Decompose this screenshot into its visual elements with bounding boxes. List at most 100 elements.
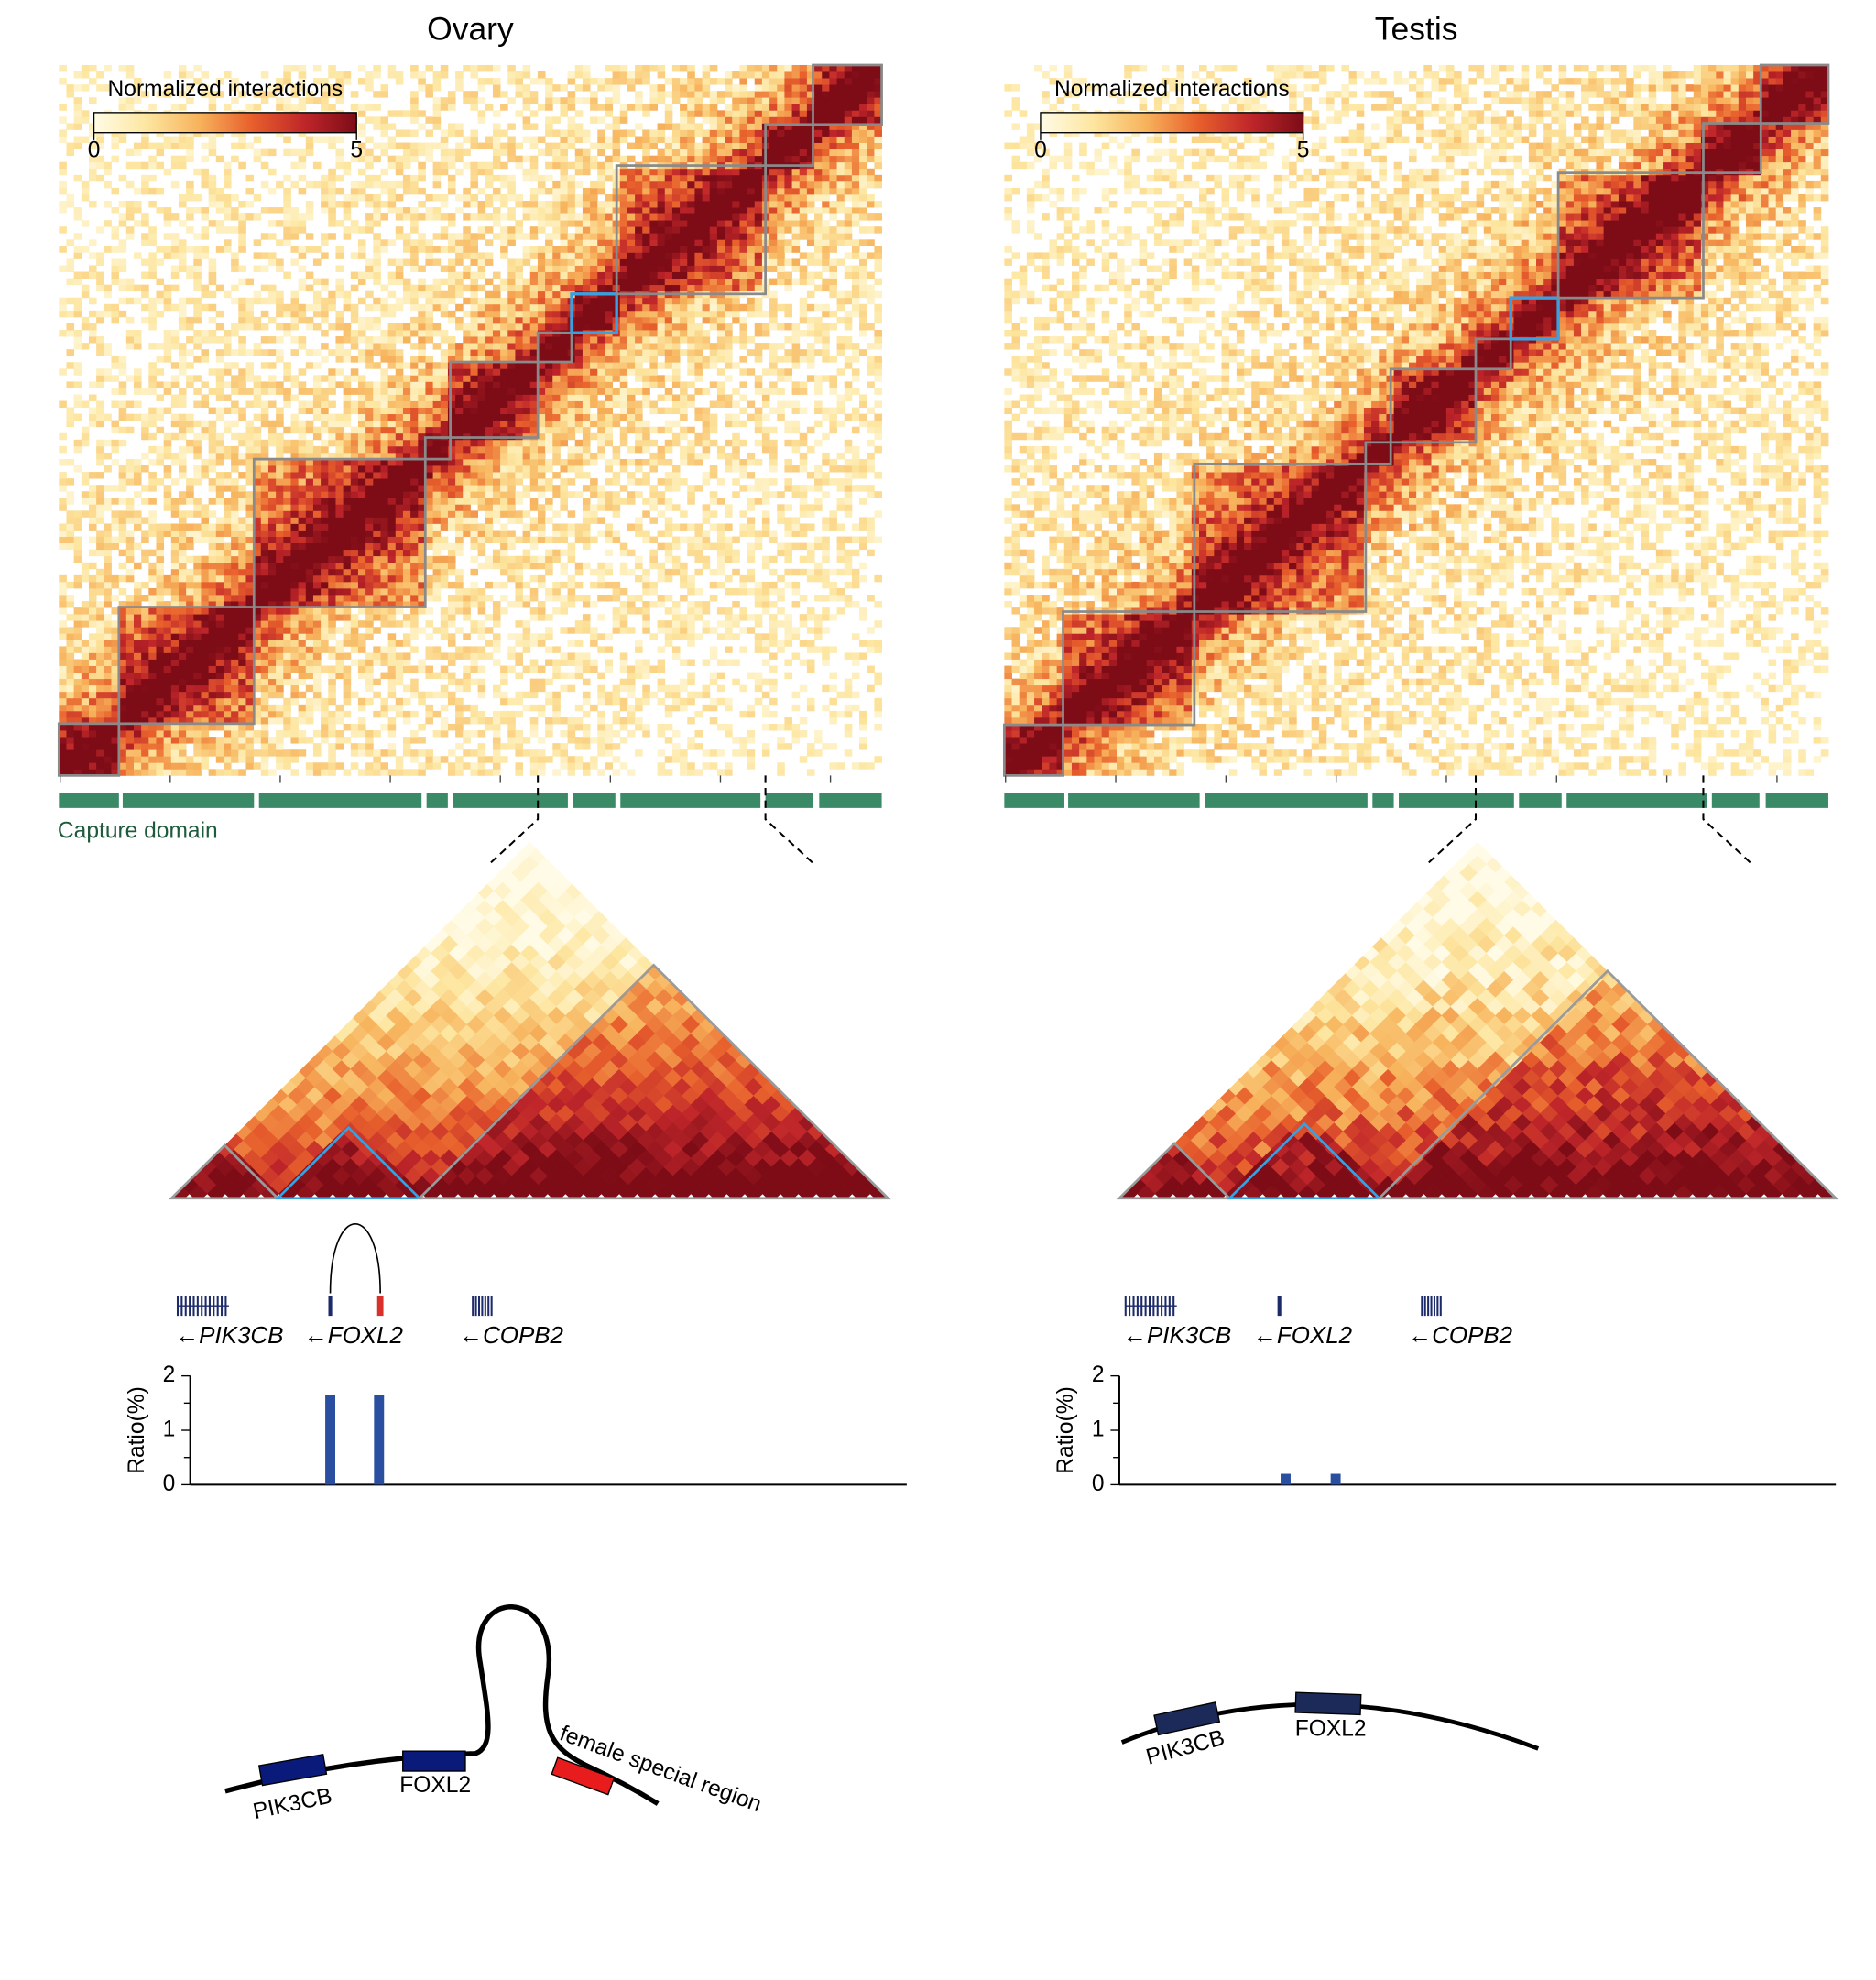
heatmap-cell: [104, 717, 112, 725]
heatmap-cell: [81, 697, 90, 706]
heatmap-cell: [350, 180, 359, 189]
heatmap-cell: [260, 530, 269, 537]
heatmap-cell: [537, 104, 546, 111]
heatmap-cell: [343, 710, 352, 718]
heatmap-cell: [365, 84, 374, 92]
heatmap-cell: [178, 432, 187, 441]
heatmap-cell: [418, 458, 426, 466]
heatmap-cell: [350, 193, 359, 202]
heatmap-cell: [88, 142, 97, 150]
heatmap-cell: [133, 400, 142, 408]
heatmap-cell: [380, 239, 389, 246]
heatmap-cell: [477, 762, 486, 770]
heatmap-cell: [312, 574, 322, 583]
heatmap-cell: [88, 168, 97, 176]
heatmap-cell: [298, 246, 307, 253]
heatmap-cell: [440, 168, 449, 176]
heatmap-cell: [73, 303, 82, 312]
heatmap-cell: [125, 161, 135, 170]
heatmap-cell: [66, 536, 75, 544]
heatmap-cell: [88, 710, 97, 718]
heatmap-cell: [455, 478, 464, 486]
heatmap-cell: [410, 297, 419, 305]
heatmap-cell: [321, 485, 329, 492]
heatmap-cell: [305, 498, 314, 505]
heatmap-cell: [328, 665, 336, 673]
heatmap-cell: [141, 723, 149, 731]
heatmap-cell: [170, 678, 180, 686]
heatmap-cell: [373, 336, 381, 344]
heatmap-cell: [321, 568, 329, 576]
heatmap-cell: [245, 504, 255, 511]
heatmap-cell: [350, 633, 359, 640]
heatmap-cell: [66, 704, 75, 712]
heatmap-cell: [253, 614, 262, 621]
heatmap-cell: [267, 148, 277, 157]
heatmap-cell: [552, 769, 561, 776]
heatmap-cell: [387, 187, 397, 195]
heatmap-cell: [432, 303, 442, 312]
heatmap-cell: [365, 136, 374, 143]
heatmap-cell: [387, 136, 397, 143]
heatmap-cell: [253, 213, 262, 221]
heatmap-cell: [245, 310, 255, 318]
heatmap-cell: [500, 356, 508, 363]
heatmap-cell: [260, 420, 269, 428]
heatmap-cell: [111, 633, 120, 640]
heatmap-cell: [500, 478, 508, 486]
heatmap-cell: [560, 368, 569, 376]
heatmap-cell: [66, 349, 75, 356]
heatmap-cell: [163, 329, 172, 337]
heatmap-cell: [387, 445, 397, 454]
heatmap-cell: [238, 717, 246, 725]
heatmap-cell: [492, 161, 501, 170]
heatmap-cell: [141, 233, 149, 240]
heatmap-cell: [223, 697, 232, 706]
heatmap-cell: [305, 620, 314, 628]
heatmap-cell: [335, 316, 344, 324]
heatmap-cell: [186, 523, 194, 531]
heatmap-cell: [245, 400, 255, 408]
heatmap-cell: [507, 329, 516, 337]
heatmap-cell: [395, 478, 404, 486]
heatmap-cell: [163, 336, 172, 344]
heatmap-cell: [215, 756, 224, 763]
heatmap-cell: [545, 278, 553, 286]
heatmap-cell: [410, 116, 419, 124]
heatmap-cell: [529, 349, 539, 356]
heatmap-cell: [186, 485, 194, 492]
heatmap-cell: [215, 614, 224, 621]
heatmap-cell: [193, 665, 202, 673]
heatmap-cell: [133, 542, 142, 551]
heatmap-cell: [432, 123, 442, 130]
heatmap-cell: [118, 439, 127, 447]
heatmap-cell: [447, 542, 456, 551]
heatmap-cell: [276, 78, 284, 85]
heatmap-cell: [186, 426, 194, 434]
heatmap-cell: [193, 723, 202, 731]
heatmap-cell: [477, 523, 486, 531]
heatmap-cell: [163, 220, 172, 227]
heatmap-cell: [328, 104, 336, 111]
heatmap-cell: [260, 620, 269, 628]
heatmap-cell: [432, 278, 442, 286]
heatmap-cell: [492, 691, 501, 699]
heatmap-cell: [253, 672, 262, 680]
heatmap-cell: [298, 252, 307, 259]
heatmap-cell: [88, 620, 97, 628]
heatmap-cell: [477, 316, 486, 324]
heatmap-cell: [208, 452, 217, 460]
heatmap-cell: [305, 142, 314, 150]
heatmap-cell: [186, 555, 194, 563]
heatmap-cell: [253, 136, 262, 143]
heatmap-cell: [402, 684, 411, 693]
heatmap-cell: [276, 678, 284, 686]
heatmap-cell: [238, 213, 246, 221]
heatmap-cell: [545, 627, 553, 634]
heatmap-cell: [66, 710, 75, 718]
heatmap-cell: [357, 278, 366, 286]
heatmap-cell: [283, 595, 291, 602]
heatmap-cell: [529, 633, 539, 640]
heatmap-cell: [387, 646, 397, 653]
heatmap-cell: [321, 104, 329, 111]
